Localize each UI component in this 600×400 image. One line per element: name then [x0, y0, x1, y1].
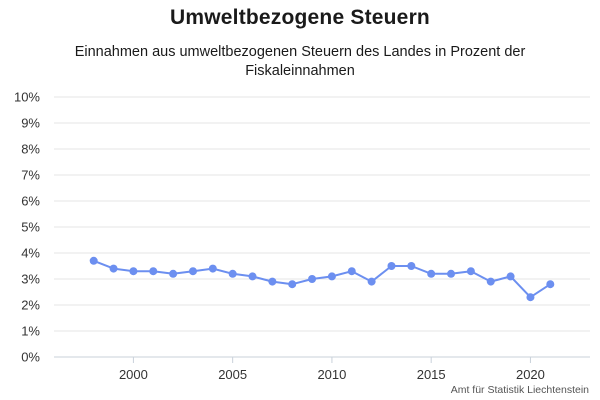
data-point-2005[interactable] [228, 269, 237, 278]
y-tick-2: 2% [21, 298, 40, 313]
data-point-1999[interactable] [109, 264, 118, 273]
data-point-2002[interactable] [169, 269, 178, 278]
x-tick-label: 2020 [516, 367, 545, 382]
x-tick-label: 2010 [317, 367, 346, 382]
y-tick-7: 7% [21, 168, 40, 183]
data-point-2013[interactable] [387, 262, 396, 270]
x-tick-label: 2015 [417, 367, 446, 382]
y-tick-label: 5% [21, 220, 40, 235]
y-tick-label: 3% [21, 272, 40, 287]
x-tick-2005: 2005 [218, 367, 247, 382]
y-tick-label: 8% [21, 142, 40, 157]
y-tick-label: 6% [21, 194, 40, 209]
y-tick-0: 0% [21, 350, 40, 365]
data-point-2000[interactable] [129, 267, 138, 276]
y-tick-9: 9% [21, 116, 40, 131]
grid-lines [54, 96, 590, 358]
y-tick-3: 3% [21, 272, 40, 287]
data-point-2004[interactable] [208, 264, 217, 273]
x-tick-label: 2000 [119, 367, 148, 382]
x-tick-2010: 2010 [317, 367, 346, 382]
y-tick-label: 10% [14, 90, 40, 105]
data-point-1998[interactable] [89, 256, 98, 265]
chart-title: Umweltbezogene Steuern [170, 6, 430, 29]
y-tick-5: 5% [21, 220, 40, 235]
data-point-2006[interactable] [248, 272, 257, 281]
x-tick-2000: 2000 [119, 367, 148, 382]
y-tick-4: 4% [21, 246, 40, 261]
y-tick-label: 0% [21, 350, 40, 365]
x-tick-2015: 2015 [417, 367, 446, 382]
data-point-2008[interactable] [288, 280, 297, 289]
data-point-2001[interactable] [149, 267, 158, 276]
data-point-2003[interactable] [188, 267, 197, 276]
data-point-2017[interactable] [466, 267, 475, 276]
y-tick-6: 6% [21, 194, 40, 209]
y-tick-label: 4% [21, 246, 40, 261]
data-point-2016[interactable] [447, 269, 456, 278]
data-point-2014[interactable] [407, 262, 416, 270]
data-point-2009[interactable] [308, 275, 317, 283]
y-tick-label: 9% [21, 116, 40, 131]
data-point-2021[interactable] [546, 280, 555, 289]
y-tick-10: 10% [14, 90, 40, 105]
data-point-2020[interactable] [526, 293, 535, 302]
x-tick-label: 2005 [218, 367, 247, 382]
data-point-2011[interactable] [347, 267, 356, 276]
y-tick-8: 8% [21, 142, 40, 157]
data-point-2015[interactable] [427, 269, 436, 278]
x-axis: 2000 2005 2010 2015 2020 [119, 357, 545, 382]
data-point-2012[interactable] [367, 277, 376, 286]
y-tick-label: 7% [21, 168, 40, 183]
y-tick-1: 1% [21, 324, 40, 339]
series-umweltsteuern [89, 256, 555, 302]
source-credit: Amt für Statistik Liechtenstein [450, 384, 589, 396]
data-point-2007[interactable] [268, 277, 277, 286]
y-tick-label: 2% [21, 298, 40, 313]
x-tick-2020: 2020 [516, 367, 545, 382]
chart-subtitle: Einnahmen aus umweltbezogenen Steuern de… [74, 44, 526, 79]
y-tick-label: 1% [21, 324, 40, 339]
data-point-2018[interactable] [486, 277, 495, 286]
data-point-2010[interactable] [327, 272, 336, 281]
data-point-2019[interactable] [506, 272, 515, 281]
y-axis: 0% 1% 2% 3% 4% 5% 6% 7% 8% 9% 10% [14, 90, 40, 365]
